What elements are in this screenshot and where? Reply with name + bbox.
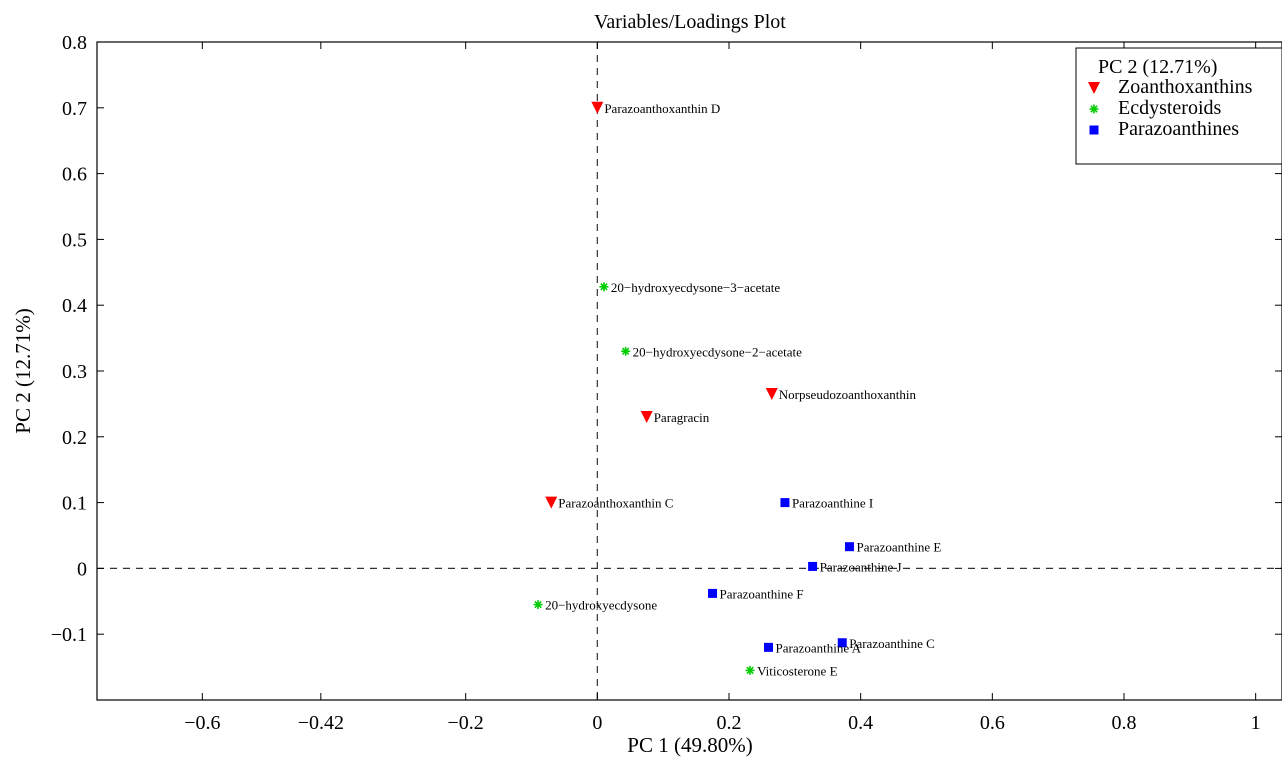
point-label: 20−hydroxyecdysone (545, 598, 657, 613)
point-zoanthoxanthins (545, 496, 558, 509)
x-tick-label: −0.42 (298, 712, 344, 734)
asterisk-stroke (600, 283, 608, 291)
x-axis-label: PC 1 (49.80%) (627, 733, 752, 757)
chart-title: Variables/Loadings Plot (594, 11, 786, 33)
legend: PC 2 (12.71%) ZoanthoxanthinsEcdysteroid… (1075, 47, 1282, 165)
y-tick-label: −0.1 (51, 624, 87, 646)
x-tick-label: 0.2 (717, 712, 742, 734)
data-points: Parazoanthoxanthin D Norpseudozoanthoxant… (533, 101, 941, 678)
legend-marker-ecdysteroids (1089, 104, 1099, 114)
legend-label: Zoanthoxanthins (1118, 76, 1253, 98)
y-tick-label: 0.4 (62, 295, 87, 317)
point-label: Paragracin (654, 410, 710, 425)
y-tick-label: 0.7 (62, 98, 87, 120)
x-tick-label: 1 (1251, 712, 1261, 734)
point-parazoanthines (837, 638, 847, 648)
asterisk-stroke (746, 666, 754, 675)
point-parazoanthines (780, 498, 790, 508)
axis-ticks: −0.6 −0.42 −0.2 0 0.2 0.4 0.6 0.8 1 −0.1 0 0.1 0.2 0.… (51, 32, 1282, 734)
point-label: Parazoanthoxanthin D (604, 101, 720, 116)
y-tick-label: 0.5 (62, 229, 87, 251)
point-zoanthoxanthins (640, 411, 653, 424)
x-tick-label: −0.6 (184, 712, 220, 734)
point-zoanthoxanthins (765, 388, 778, 401)
point-label: Parazoanthine J (820, 559, 902, 574)
legend-box (1075, 47, 1282, 165)
y-tick-label: 0 (77, 558, 87, 580)
point-parazoanthines (764, 642, 773, 652)
legend-label: Parazoanthines (1118, 118, 1239, 140)
y-tick-label: 0.3 (62, 361, 87, 383)
y-tick-label: 0.6 (62, 164, 87, 186)
x-tick-label: 0.6 (980, 712, 1005, 734)
point-label: Viticosterone E (757, 663, 838, 678)
reference-lines (97, 42, 1282, 700)
legend-title: PC 2 (12.71%) (1098, 56, 1217, 78)
point-label: 20−hydroxyecdysone−3−acetate (611, 280, 780, 295)
point-ecdysteroids (599, 282, 609, 292)
y-tick-label: 0.8 (62, 32, 87, 54)
point-parazoanthines (808, 561, 818, 571)
legend-items: ZoanthoxanthinsEcdysteroidsParazoanthine… (1088, 76, 1253, 140)
point-zoanthoxanthins (591, 101, 604, 114)
point-label: Parazoanthine F (720, 586, 804, 601)
point-parazoanthines (708, 588, 718, 598)
point-label: Parazoanthine A (776, 640, 862, 655)
legend-label: Ecdysteroids (1118, 97, 1222, 119)
point-label: Norpseudozoanthoxanthin (779, 387, 917, 402)
point-label: Parazoanthine E (856, 540, 941, 555)
asterisk-stroke (1090, 105, 1098, 113)
point-parazoanthines (844, 542, 854, 552)
asterisk-stroke (621, 347, 630, 355)
legend-marker-zoanthoxanthins (1088, 82, 1100, 94)
asterisk-stroke (534, 600, 542, 609)
point-label: Parazoanthine C (849, 636, 935, 651)
x-tick-label: 0.4 (848, 712, 873, 734)
legend-marker-parazoanthines (1089, 125, 1099, 135)
point-ecdysteroids (745, 665, 755, 675)
y-axis-label: PC 2 (12.71%) (11, 308, 35, 433)
x-tick-label: 0.8 (1112, 712, 1137, 734)
point-ecdysteroids (621, 346, 631, 356)
point-label: Parazoanthine I (792, 496, 873, 511)
x-tick-label: 0 (592, 712, 602, 734)
y-tick-label: 0.2 (62, 427, 87, 449)
point-label: 20−hydroxyecdysone−2−acetate (633, 344, 802, 359)
point-label: Parazoanthoxanthin C (558, 496, 673, 511)
x-tick-label: −0.2 (448, 712, 484, 734)
y-tick-label: 0.1 (62, 493, 87, 515)
point-ecdysteroids (533, 600, 543, 610)
